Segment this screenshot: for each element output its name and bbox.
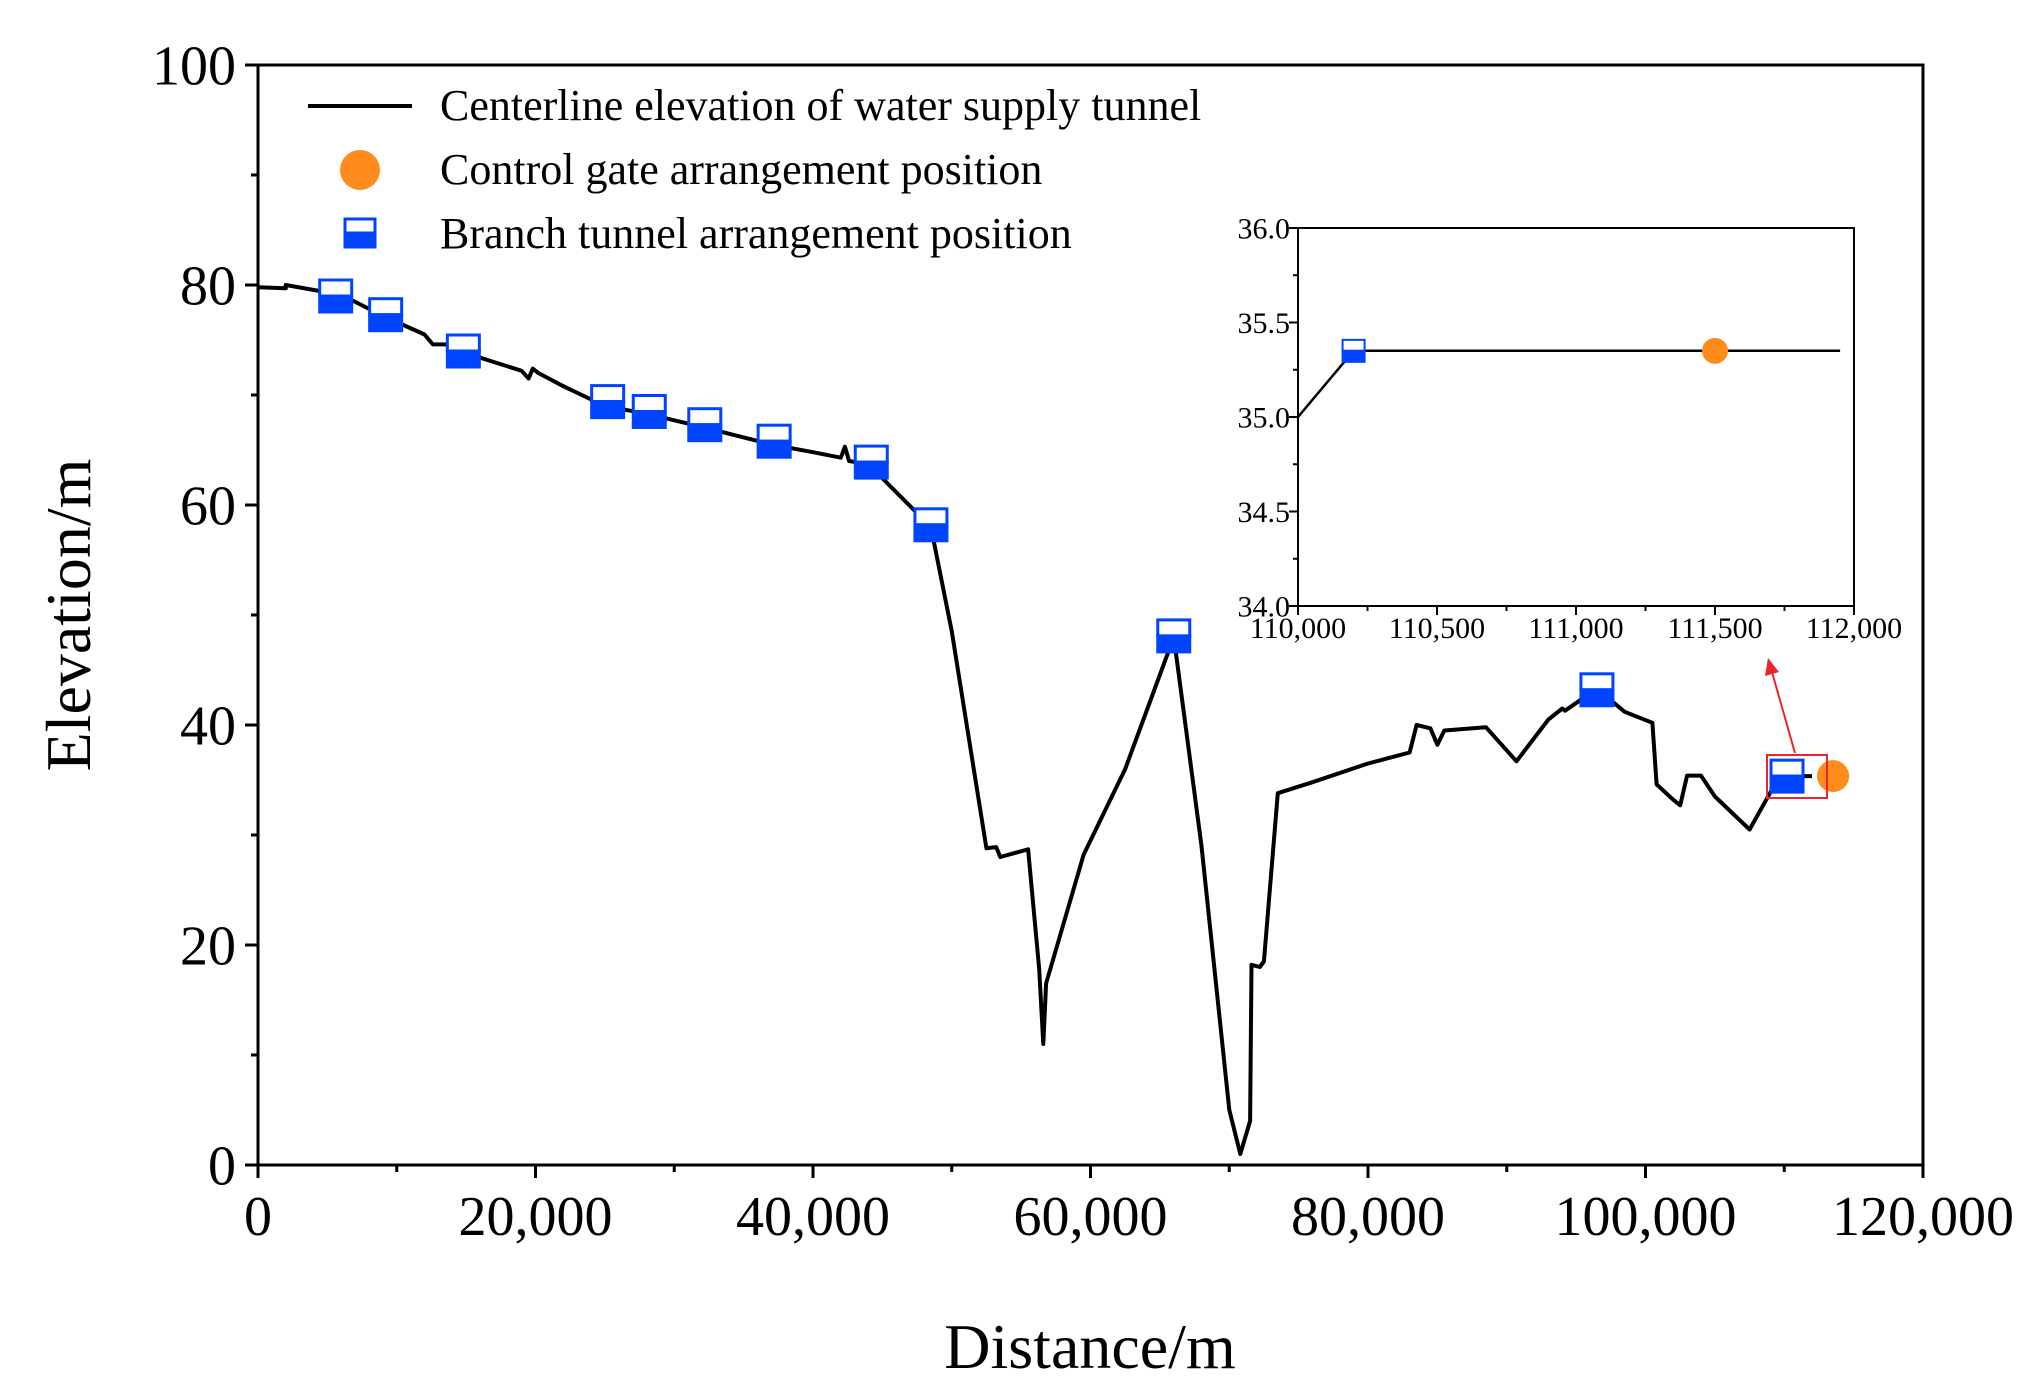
main-branch-tunnel-marker: [853, 444, 889, 480]
main-plot-area: [257, 278, 1850, 1156]
main-x-tick-label: 20,000: [459, 1186, 613, 1248]
inset-branch-tunnel-marker: [1341, 338, 1366, 363]
inset-y-tick-label: 35.5: [1238, 307, 1291, 340]
y-axis-label: Elevation/m: [33, 459, 104, 772]
main-x-tick-labels: 0 20,000 40,000 60,000 80,000 100,000 120,000: [244, 1186, 2014, 1248]
main-y-tick-label: 40: [180, 696, 236, 758]
legend-label-branch-tunnel: Branch tunnel arrangement position: [440, 209, 1072, 258]
main-y-tick-label: 20: [180, 916, 236, 978]
inset-x-tick-labels: 110,000 110,500 111,000 111,500 112,000: [1250, 612, 1902, 645]
main-x-tick-label: 80,000: [1291, 1186, 1445, 1248]
inset-x-tick-label: 111,500: [1667, 612, 1762, 645]
inset-y-tick-label: 35.0: [1238, 402, 1291, 435]
inset-plot-area: [1297, 337, 1841, 418]
legend: Centerline elevation of water supply tun…: [308, 81, 1201, 258]
main-y-tick-label: 80: [180, 256, 236, 318]
main-branch-tunnel-marker: [687, 407, 723, 443]
inset-frame: [1297, 227, 1855, 607]
inset-y-tick-label: 36.0: [1238, 213, 1291, 246]
main-branch-tunnel-marker: [913, 507, 949, 543]
main-branch-tunnel-marker: [445, 333, 481, 369]
main-branch-tunnel-marker: [1156, 618, 1192, 654]
inset-y-tick-label: 34.5: [1238, 496, 1291, 529]
main-control-gate-marker: [1817, 760, 1850, 793]
zoom-highlight-box: [1766, 754, 1828, 799]
inset-axis-ticks: [1289, 227, 1855, 615]
main-y-tick-labels: 0 20 40 60 80 100: [152, 36, 236, 1198]
main-y-tick-label: 60: [180, 476, 236, 538]
main-x-tick-label: 0: [244, 1186, 272, 1248]
main-branch-tunnel-marker: [756, 423, 792, 459]
zoom-arrow-line: [1771, 671, 1796, 754]
legend-square-swatch: [343, 217, 377, 249]
x-axis-label: Distance/m: [944, 1311, 1235, 1382]
inset-x-tick-label: 112,000: [1806, 612, 1902, 645]
main-axis-ticks: [245, 63, 1925, 1178]
main-branch-tunnel-marker: [631, 394, 667, 429]
main-branch-tunnel-marker: [368, 297, 404, 333]
main-x-tick-label: 120,000: [1832, 1186, 2014, 1248]
inset-y-tick-labels: 34.0 34.5 35.0 35.5 36.0: [1238, 213, 1291, 624]
main-branch-tunnel-marker: [318, 278, 354, 314]
inset-chart: 110,000 110,500 111,000 111,500 112,000 34.0…: [1238, 213, 1903, 646]
main-branch-tunnel-marker: [1769, 758, 1805, 794]
inset-x-tick-label: 110,000: [1250, 612, 1346, 645]
inset-y-tick-label: 34.0: [1238, 591, 1291, 624]
inset-centerline-series: [1297, 349, 1841, 418]
legend-circle-swatch: [340, 150, 380, 190]
main-x-tick-label: 40,000: [736, 1186, 890, 1248]
inset-x-tick-label: 110,500: [1389, 612, 1485, 645]
main-y-tick-label: 0: [208, 1136, 236, 1198]
zoom-arrow-head: [1765, 658, 1779, 676]
inset-control-gate-marker: [1702, 337, 1728, 364]
main-branch-tunnel-marker: [1579, 672, 1615, 708]
main-x-tick-label: 100,000: [1555, 1186, 1737, 1248]
legend-label-control-gate: Control gate arrangement position: [440, 145, 1042, 194]
main-x-tick-label: 60,000: [1014, 1186, 1168, 1248]
inset-x-tick-label: 111,000: [1528, 612, 1623, 645]
main-y-tick-label: 100: [152, 36, 236, 98]
legend-label-centerline: Centerline elevation of water supply tun…: [440, 81, 1201, 130]
main-branch-tunnel-marker: [590, 384, 626, 420]
